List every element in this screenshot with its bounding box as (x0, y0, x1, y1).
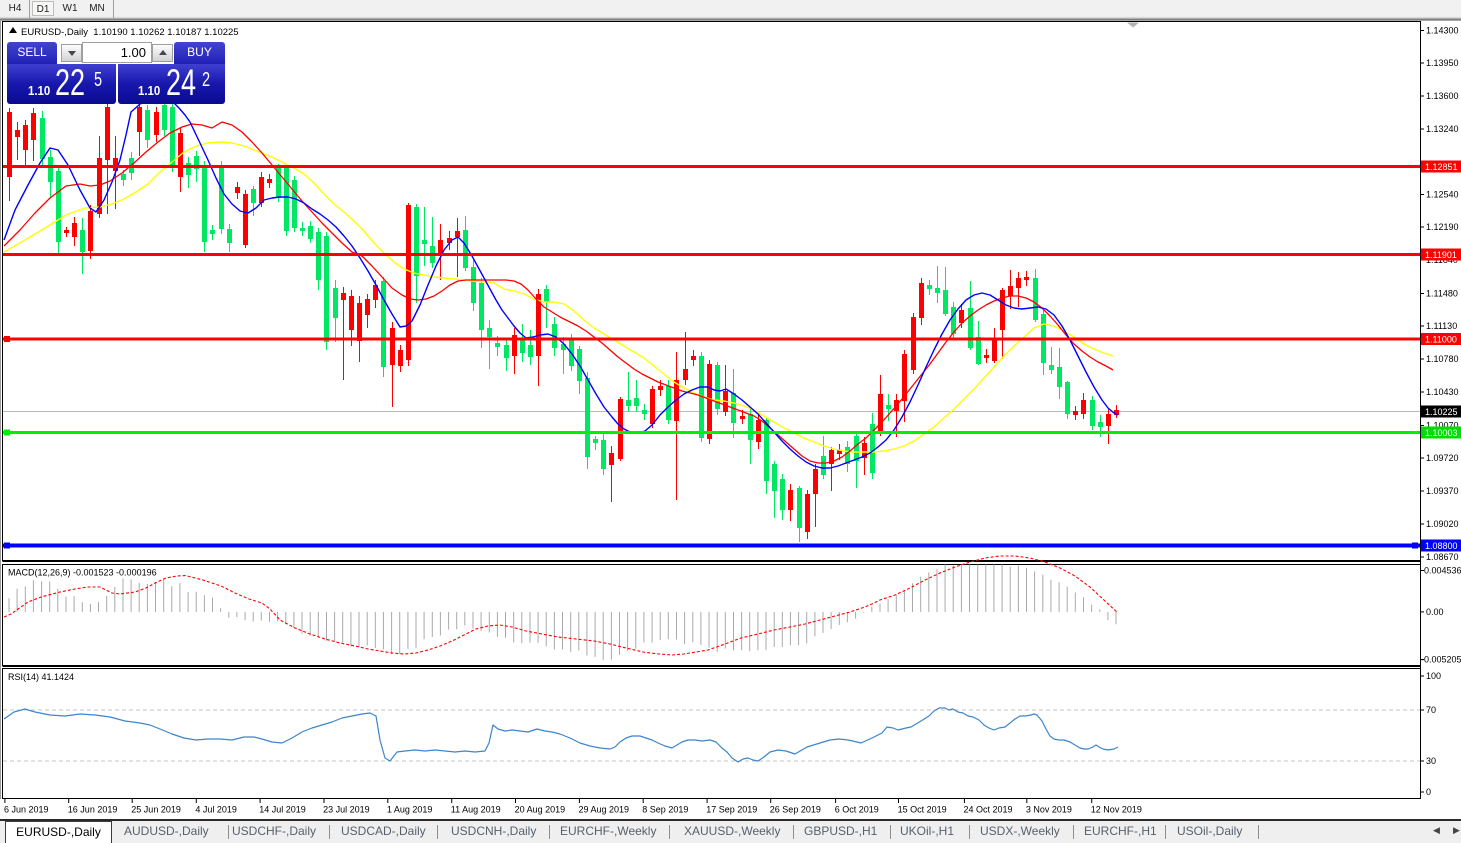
svg-text:1.12540: 1.12540 (1426, 190, 1459, 200)
svg-text:1.08670: 1.08670 (1426, 552, 1459, 562)
svg-text:1.10780: 1.10780 (1426, 354, 1459, 364)
svg-text:30: 30 (1426, 756, 1436, 766)
svg-text:70: 70 (1426, 705, 1436, 715)
svg-text:1.10225: 1.10225 (1425, 407, 1458, 417)
svg-text:MACD(12,26,9) -0.001523 -0.000: MACD(12,26,9) -0.001523 -0.000196 (8, 568, 157, 578)
svg-text:1.13240: 1.13240 (1426, 124, 1459, 134)
svg-text:1.09370: 1.09370 (1426, 486, 1459, 496)
svg-text:16 Jun 2019: 16 Jun 2019 (68, 805, 118, 815)
svg-text:26 Sep 2019: 26 Sep 2019 (770, 805, 821, 815)
svg-text:1.14300: 1.14300 (1426, 26, 1459, 36)
svg-text:23 Jul 2019: 23 Jul 2019 (323, 805, 370, 815)
svg-text:1 Aug 2019: 1 Aug 2019 (387, 805, 433, 815)
svg-text:1.11480: 1.11480 (1426, 289, 1458, 299)
svg-text:1.11901: 1.11901 (1425, 250, 1457, 260)
svg-text:1.12851: 1.12851 (1425, 162, 1458, 172)
svg-text:0.004536: 0.004536 (1424, 566, 1461, 576)
svg-text:RSI(14) 41.1424: RSI(14) 41.1424 (8, 672, 74, 682)
svg-text:1.09020: 1.09020 (1426, 519, 1459, 529)
svg-text:15 Oct 2019: 15 Oct 2019 (898, 805, 947, 815)
svg-text:25 Jun 2019: 25 Jun 2019 (131, 805, 181, 815)
svg-text:29 Aug 2019: 29 Aug 2019 (579, 805, 630, 815)
svg-text:100: 100 (1426, 671, 1441, 681)
svg-text:20 Aug 2019: 20 Aug 2019 (515, 805, 566, 815)
svg-text:1.11130: 1.11130 (1426, 321, 1457, 331)
svg-text:1.10430: 1.10430 (1426, 387, 1459, 397)
svg-text:12 Nov 2019: 12 Nov 2019 (1091, 805, 1142, 815)
svg-text:1.09720: 1.09720 (1426, 453, 1459, 463)
svg-text:8 Sep 2019: 8 Sep 2019 (642, 805, 688, 815)
svg-text:3 Nov 2019: 3 Nov 2019 (1026, 805, 1072, 815)
svg-text:-0.005205: -0.005205 (1421, 655, 1461, 665)
svg-text:1.10003: 1.10003 (1425, 428, 1458, 438)
svg-text:17 Sep 2019: 17 Sep 2019 (706, 805, 757, 815)
svg-text:4 Jul 2019: 4 Jul 2019 (195, 805, 237, 815)
svg-text:6 Oct 2019: 6 Oct 2019 (835, 805, 879, 815)
svg-text:1.13950: 1.13950 (1426, 58, 1459, 68)
svg-text:1.08800: 1.08800 (1425, 541, 1458, 551)
svg-text:11 Aug 2019: 11 Aug 2019 (451, 805, 501, 815)
svg-text:0.00: 0.00 (1426, 607, 1444, 617)
svg-text:0: 0 (1426, 787, 1431, 797)
svg-text:14 Jul 2019: 14 Jul 2019 (259, 805, 306, 815)
svg-text:6 Jun 2019: 6 Jun 2019 (4, 805, 49, 815)
svg-text:1.11000: 1.11000 (1425, 335, 1457, 345)
svg-text:1.13600: 1.13600 (1426, 91, 1459, 101)
svg-text:1.10070: 1.10070 (1426, 421, 1459, 431)
svg-text:24 Oct 2019: 24 Oct 2019 (964, 805, 1013, 815)
svg-text:1.12190: 1.12190 (1426, 222, 1459, 232)
